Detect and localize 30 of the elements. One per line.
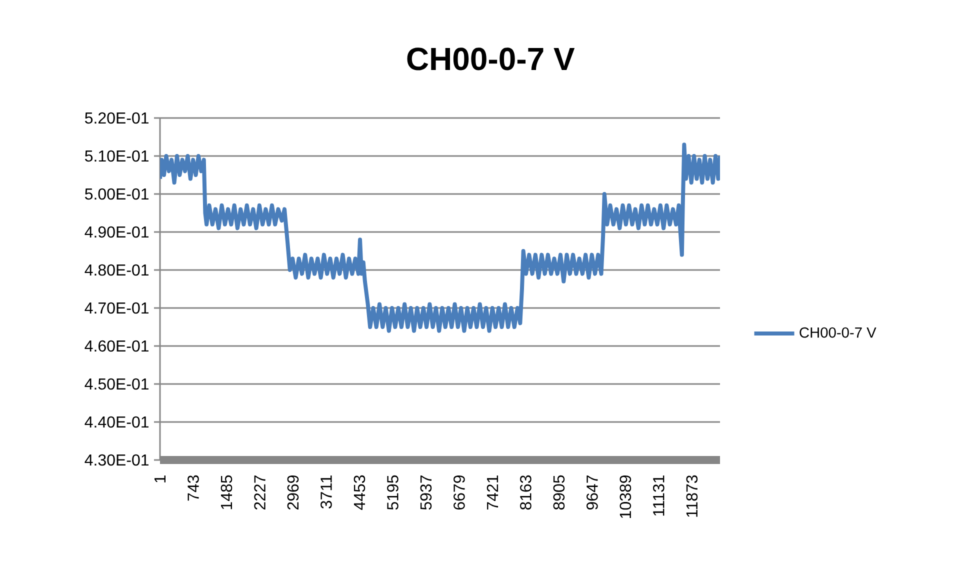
line-series: [160, 142, 720, 333]
x-tick-label: 743: [188, 475, 199, 501]
y-tick-label: 4.30E-01: [84, 454, 148, 466]
y-tick-label: 4.90E-01: [84, 226, 148, 238]
y-tick-label: 4.60E-01: [84, 340, 148, 352]
x-tick-label: 1485: [220, 475, 232, 510]
x-tick-label: 2227: [254, 476, 266, 510]
x-tick-label: 1: [154, 475, 166, 482]
x-tick-label: 4453: [354, 475, 366, 510]
y-tick-label: 4.50E-01: [84, 378, 148, 390]
x-tick-label: 5937: [420, 476, 432, 510]
y-tick-label: 4.40E-01: [84, 416, 148, 428]
x-tick-label: 10389: [620, 475, 632, 518]
x-tick-label: 2969: [287, 475, 299, 510]
y-tick-label: 4.80E-01: [84, 264, 148, 276]
x-tick-label: 8905: [553, 475, 565, 510]
y-tick-label: 5.00E-01: [85, 188, 148, 200]
x-tick-label: 11873: [686, 475, 698, 517]
x-tick-label: 11131: [653, 476, 664, 516]
x-tick-label: 7421: [486, 476, 498, 510]
legend-label: CH00-0-7 V: [800, 327, 876, 338]
chart-title: CH00-0-7 V: [407, 48, 575, 70]
x-tick-label: 9647: [586, 476, 598, 510]
x-tick-label: 6679: [454, 475, 465, 510]
y-tick-label: 5.20E-01: [85, 112, 148, 124]
y-tick-label: 4.70E-01: [84, 302, 148, 314]
x-tick-label: 5195: [387, 475, 398, 510]
x-tick-label: 8163: [520, 475, 532, 510]
x-tick-label: 3711: [320, 476, 332, 509]
y-tick-label: 5.10E-01: [85, 150, 148, 162]
